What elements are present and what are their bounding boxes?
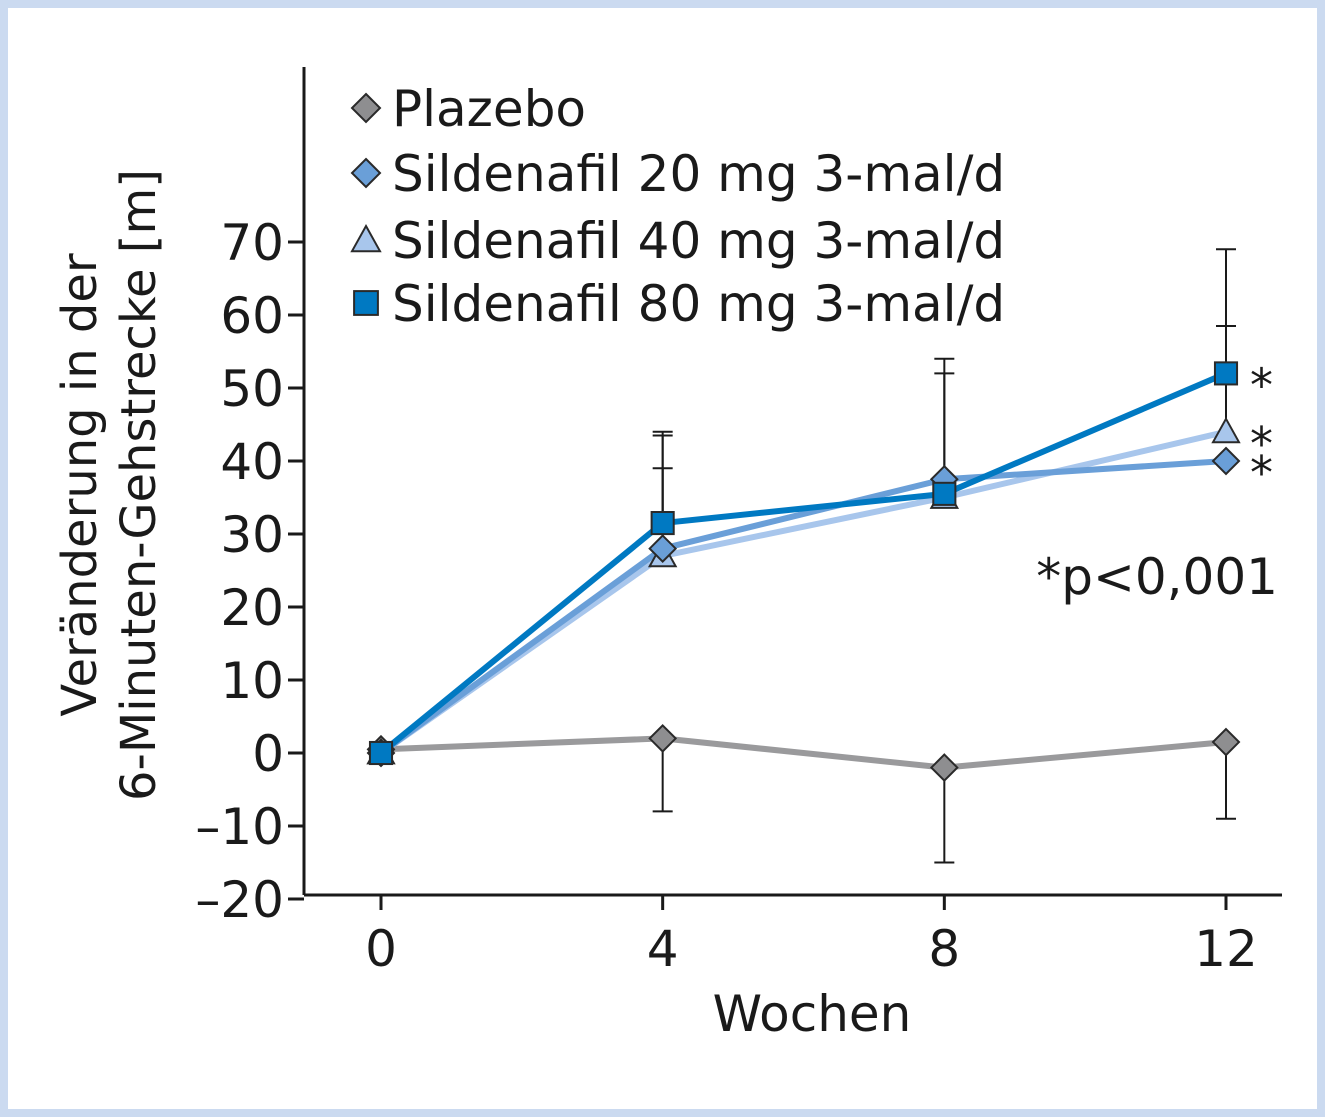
legend: Plazebo Sildenafil 20 mg 3-mal/d Sildenafi… <box>350 80 1005 333</box>
y-ticks: 70 60 50 40 30 20 10 0 –10 –20 <box>195 214 304 929</box>
series-line <box>379 370 1228 756</box>
triangle-marker <box>1211 416 1241 444</box>
y-tick-label: 70 <box>220 214 284 272</box>
square-marker <box>932 481 957 506</box>
significance-marks: *** <box>1250 358 1273 500</box>
significance-star: * <box>1250 358 1273 412</box>
legend-label: Plazebo <box>392 80 586 138</box>
y-axis-label-line1: Veränderung in der <box>52 253 108 717</box>
legend-label: Sildenafil 20 mg 3-mal/d <box>392 145 1005 203</box>
diamond-marker <box>648 723 678 753</box>
legend-label: Sildenafil 40 mg 3-mal/d <box>392 212 1005 270</box>
significance-star: * <box>1250 417 1273 471</box>
y-tick-label: 10 <box>220 652 284 710</box>
legend-item: Sildenafil 80 mg 3-mal/d <box>353 275 1005 333</box>
square-marker <box>1213 361 1239 386</box>
legend-item: Plazebo <box>350 80 586 138</box>
y-tick-label: –10 <box>195 798 284 856</box>
x-ticks: 0 4 8 12 <box>365 895 1258 978</box>
y-tick-label: 50 <box>220 360 284 418</box>
error-bars <box>652 248 1236 864</box>
square-marker <box>650 511 675 536</box>
triangle-marker <box>350 223 382 253</box>
series-line <box>379 458 1227 756</box>
y-axis-label-line2: 6-Minuten-Gehstrecke [m] <box>111 169 167 801</box>
diamond-marker <box>1211 727 1241 757</box>
diamond-marker <box>350 157 382 189</box>
x-tick-label: 12 <box>1194 920 1258 978</box>
y-tick-label: 30 <box>220 506 284 564</box>
y-tick-label: 60 <box>220 287 284 345</box>
x-axis-label: Wochen <box>713 985 912 1043</box>
y-tick-label: –20 <box>195 871 284 929</box>
significance-star: * <box>1250 446 1273 500</box>
series-lines <box>379 370 1228 771</box>
legend-item: Sildenafil 40 mg 3-mal/d <box>350 212 1005 270</box>
diamond-marker <box>1211 446 1241 476</box>
legend-item: Sildenafil 20 mg 3-mal/d <box>350 145 1005 203</box>
square-marker <box>353 290 379 316</box>
axes <box>302 67 1282 897</box>
y-tick-label: 0 <box>252 725 284 783</box>
x-tick-label: 8 <box>928 920 960 978</box>
series-line <box>380 735 1227 771</box>
square-marker <box>368 740 394 766</box>
legend-label: Sildenafil 80 mg 3-mal/d <box>392 275 1005 333</box>
y-tick-label: 40 <box>220 433 284 491</box>
p-value-annotation: *p<0,001 <box>1036 548 1278 606</box>
x-tick-label: 0 <box>365 920 397 978</box>
diamond-marker <box>929 753 959 783</box>
diamond-marker <box>648 534 678 564</box>
y-tick-label: 20 <box>220 579 284 637</box>
markers <box>366 361 1241 783</box>
x-tick-label: 4 <box>647 920 679 978</box>
diamond-marker <box>350 92 382 124</box>
